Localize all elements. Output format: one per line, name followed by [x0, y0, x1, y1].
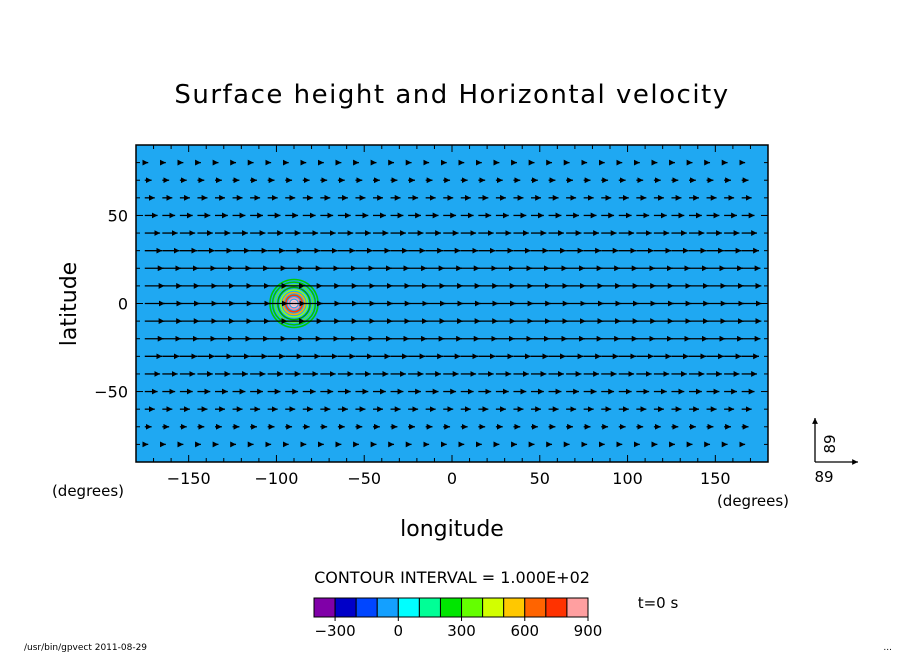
chart-title: Surface height and Horizontal velocity [174, 80, 729, 110]
y-axis-label: latitude [57, 262, 82, 346]
reference-vector-y-label: 89 [821, 434, 839, 453]
colorbar-swatch [482, 597, 505, 618]
x-tick-labels: −150 −100 −50 0 50 100 150 [167, 469, 731, 488]
colorbar-swatch [355, 597, 378, 618]
colorbar-swatch [418, 597, 441, 618]
vector-field [142, 159, 762, 448]
colorbar-tick-label: −300 [314, 622, 355, 640]
reference-vector-x-label: 89 [814, 468, 833, 486]
colorbar-swatch [397, 597, 420, 618]
x-tick-label: 100 [612, 469, 643, 488]
colorbar-swatch [376, 597, 399, 618]
colorbar-swatch [334, 597, 357, 618]
colorbar [313, 597, 589, 618]
colorbar-tick-label: 600 [510, 622, 539, 640]
axis-ticks [136, 145, 768, 462]
colorbar-tick-label: 900 [574, 622, 603, 640]
y-tick-label: 0 [118, 295, 128, 314]
footer-left: /usr/bin/gpvect 2011-08-29 [24, 643, 147, 653]
colorbar-tick-labels: −300 0 300 600 900 [314, 617, 602, 640]
y-tick-label: 50 [108, 206, 128, 225]
x-tick-label: 0 [447, 469, 457, 488]
colorbar-swatch [524, 597, 547, 618]
colorbar-swatch [545, 597, 568, 618]
x-tick-label: −100 [254, 469, 298, 488]
colorbar-swatch [439, 597, 463, 618]
x-tick-label: 150 [700, 469, 731, 488]
time-label: t=0 s [638, 594, 679, 612]
y-unit-label: (degrees) [717, 492, 789, 510]
colorbar-swatch [566, 597, 589, 618]
contour-interval-text: CONTOUR INTERVAL = 1.000E+02 [314, 568, 590, 587]
footer-right: ... [883, 643, 892, 653]
x-unit-label: (degrees) [52, 482, 124, 500]
reference-vector: 89 89 [812, 418, 858, 486]
colorbar-swatch [461, 597, 484, 618]
plot-area [135, 144, 769, 463]
colorbar-swatch [313, 597, 336, 618]
colorbar-tick-label: 0 [394, 622, 404, 640]
colorbar-swatch [503, 597, 526, 618]
colorbar-tick-label: 300 [447, 622, 476, 640]
y-tick-label: −50 [94, 383, 128, 402]
x-tick-label: −150 [167, 469, 211, 488]
y-tick-labels: −50 0 50 [94, 206, 128, 401]
x-axis-label: longitude [400, 517, 504, 542]
x-tick-label: 50 [530, 469, 550, 488]
x-tick-label: −50 [347, 469, 381, 488]
